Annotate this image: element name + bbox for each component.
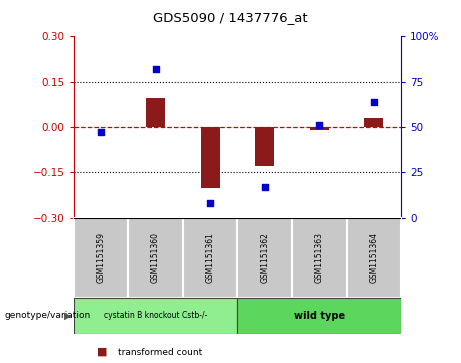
Bar xyxy=(255,127,274,166)
Bar xyxy=(347,218,401,298)
Bar xyxy=(74,218,128,298)
Text: wild type: wild type xyxy=(294,311,345,321)
Text: GSM1151364: GSM1151364 xyxy=(369,232,378,283)
Bar xyxy=(128,218,183,298)
Point xyxy=(152,66,159,72)
Text: GSM1151361: GSM1151361 xyxy=(206,232,215,283)
Bar xyxy=(310,127,329,130)
Text: genotype/variation: genotype/variation xyxy=(5,311,91,320)
Text: GSM1151359: GSM1151359 xyxy=(96,232,106,283)
Text: ▶: ▶ xyxy=(64,311,71,321)
Bar xyxy=(292,218,347,298)
Point xyxy=(97,130,105,135)
Bar xyxy=(237,298,401,334)
Text: transformed count: transformed count xyxy=(118,348,202,356)
Point xyxy=(315,122,323,128)
Point xyxy=(370,99,378,105)
Point xyxy=(261,184,268,190)
Bar xyxy=(364,118,384,127)
Bar xyxy=(183,218,237,298)
Bar xyxy=(201,127,220,188)
Text: GSM1151360: GSM1151360 xyxy=(151,232,160,283)
Text: GDS5090 / 1437776_at: GDS5090 / 1437776_at xyxy=(153,11,308,24)
Text: GSM1151362: GSM1151362 xyxy=(260,232,269,283)
Bar xyxy=(74,298,237,334)
Bar xyxy=(146,98,165,127)
Text: GSM1151363: GSM1151363 xyxy=(315,232,324,283)
Point xyxy=(207,200,214,206)
Bar xyxy=(237,218,292,298)
Text: ■: ■ xyxy=(97,347,107,357)
Text: cystatin B knockout Cstb-/-: cystatin B knockout Cstb-/- xyxy=(104,311,207,320)
